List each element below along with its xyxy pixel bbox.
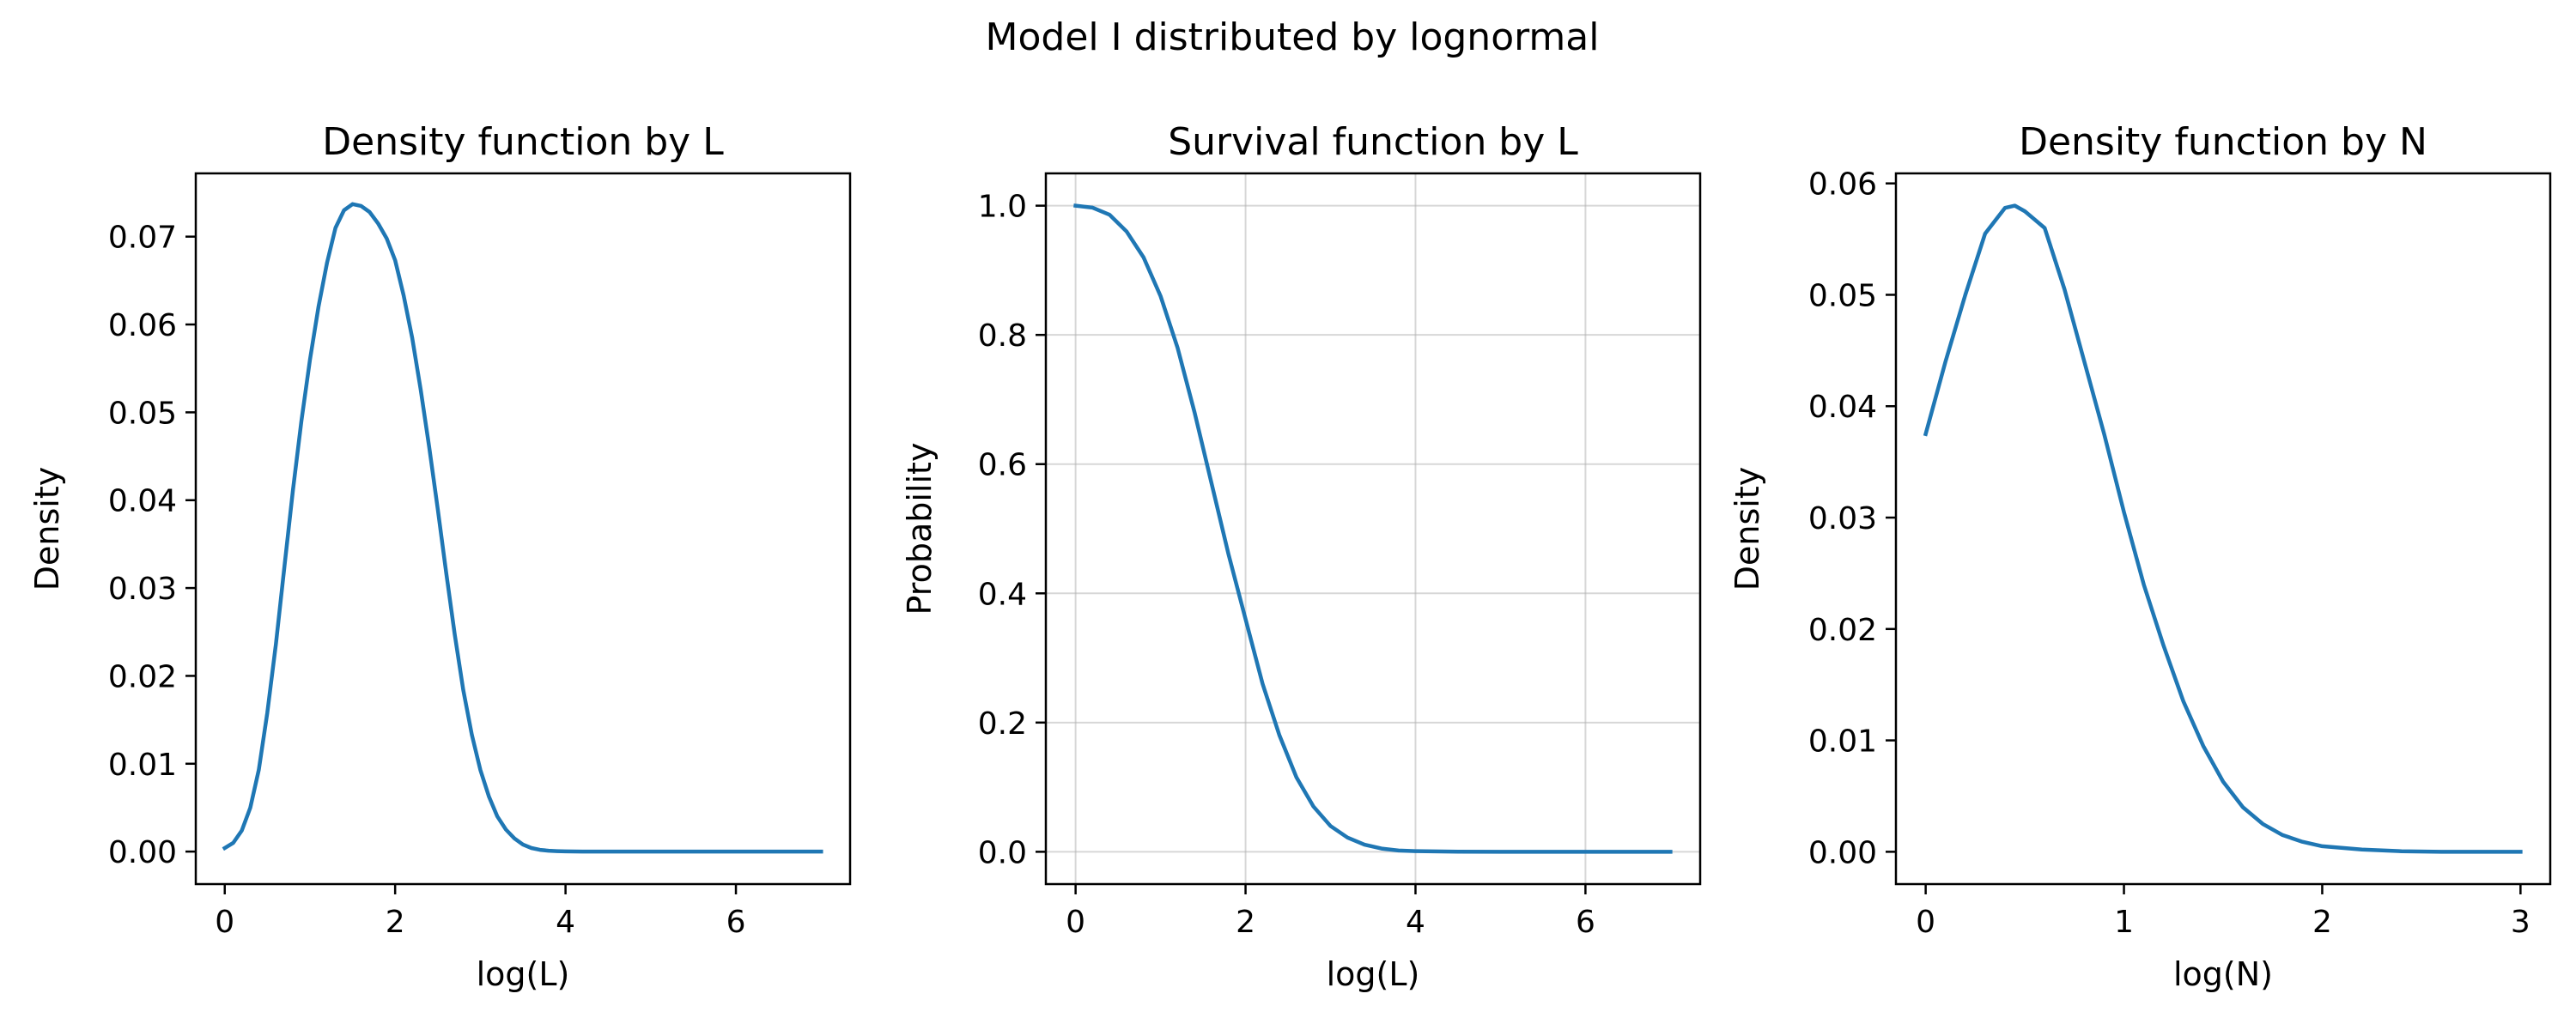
axes-frame [1044, 172, 1702, 886]
x-tick-label: 4 [1406, 905, 1425, 940]
y-tick-label: 0.07 [108, 221, 177, 256]
y-tick-label: 1.0 [978, 190, 1027, 225]
series-line [1073, 203, 1673, 854]
y-tick-label: 0.06 [108, 308, 177, 343]
chart-panel-2: 0 2 4 6 0.0 0.2 0.4 0.6 0.8 1.0 Survival function … [901, 120, 1702, 993]
y-axis-label: Density [28, 467, 66, 591]
y-tick-label: 0.00 [1808, 835, 1877, 870]
x-tick-label: 2 [1236, 905, 1255, 940]
y-tick-label: 0.03 [1808, 501, 1877, 536]
y-tick-label: 0.04 [108, 484, 177, 519]
y-tick-label: 0.0 [978, 835, 1027, 870]
y-tick-label: 0.04 [1808, 390, 1877, 425]
x-tick-label: 4 [556, 905, 575, 940]
y-axis-label: Probability [901, 443, 939, 615]
y-tick-label: 0.05 [1808, 278, 1877, 313]
y-tick-label: 0.4 [978, 577, 1027, 612]
y-tick-label: 0.06 [1808, 167, 1877, 203]
y-tick-label: 0.01 [108, 748, 177, 783]
x-tick-label: 0 [1916, 905, 1935, 940]
x-tick-label: 3 [2511, 905, 2530, 940]
chart-panels: 0 2 4 60.000.010.020.030.040.050.060.07Dens… [28, 120, 2552, 993]
x-tick-label: 6 [726, 905, 746, 940]
y-tick-label: 0.02 [1808, 613, 1877, 648]
chart-title: Density function by L [322, 120, 724, 164]
y-tick-label: 0.03 [108, 572, 177, 607]
chart-panel-1: 0 2 4 6 0.00 0.01 0.02 0.03 0.04 0.05 0.06 0.07 Dens… [28, 120, 852, 993]
axes-frame [194, 172, 852, 886]
x-tick-label: 0 [1066, 905, 1085, 940]
chart-title: Survival function by L [1168, 120, 1578, 164]
x-tick-label: 2 [386, 905, 405, 940]
y-tick-label: 0.01 [1808, 724, 1877, 760]
x-tick-label: 0 [215, 905, 234, 940]
figure-title: Model I distributed by lognormal [986, 15, 1600, 59]
axes-frame [1894, 172, 2552, 886]
x-axis-label: log(L) [477, 955, 570, 993]
series-line [1923, 203, 2523, 854]
y-tick-label: 0.02 [108, 659, 177, 694]
series-line [222, 202, 823, 854]
y-tick-label: 0.8 [978, 318, 1027, 354]
x-tick-label: 1 [2114, 905, 2134, 940]
y-tick-label: 0.05 [108, 396, 177, 431]
chart-panel-3: 0 1 2 3 0.00 0.01 0.02 0.03 0.04 0.05 0.06 Density … [1728, 120, 2552, 993]
y-tick-label: 0.00 [108, 835, 177, 870]
x-tick-label: 2 [2312, 905, 2332, 940]
x-tick-label: 6 [1576, 905, 1595, 940]
x-axis-label: log(L) [1327, 955, 1420, 993]
y-axis-label: Density [1728, 467, 1766, 591]
y-tick-label: 0.2 [978, 706, 1027, 742]
x-axis-label: log(N) [2173, 955, 2273, 993]
chart-title: Density function by N [2019, 120, 2427, 164]
y-tick-label: 0.6 [978, 448, 1027, 483]
